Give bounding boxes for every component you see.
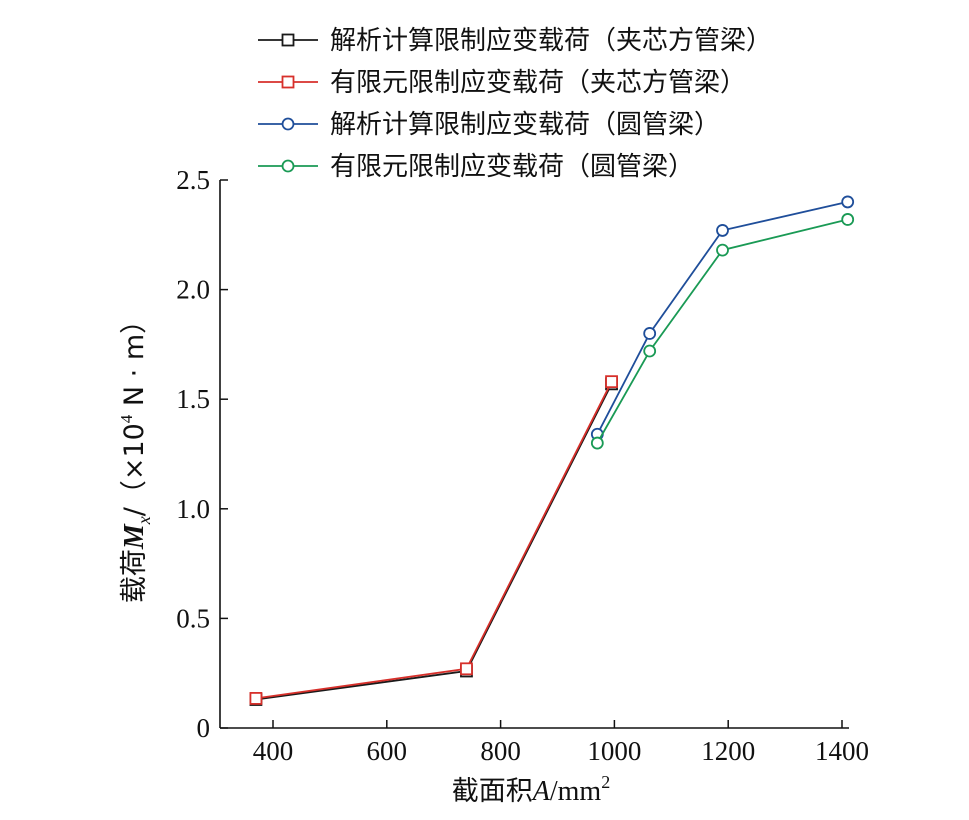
data-point	[605, 375, 618, 389]
y-tick-label: 0	[197, 713, 211, 743]
legend-marker	[281, 159, 295, 173]
legend-label: 有限元限制应变载荷（夹芯方管梁）	[330, 68, 746, 98]
x-ticks: 400 600 800 1000 1200 1400	[253, 720, 869, 766]
y-tick-label: 1.5	[176, 384, 210, 414]
data-point	[643, 327, 657, 340]
legend-label: 解析计算限制应变载荷（夹芯方管梁）	[330, 26, 772, 56]
x-tick-label: 1200	[701, 736, 755, 766]
x-tick-label: 800	[480, 736, 521, 766]
legend-marker	[281, 33, 295, 47]
data-point	[716, 224, 729, 237]
y-tick-label: 2.5	[176, 165, 210, 195]
series-2	[249, 375, 618, 705]
legend-item: 解析计算限制应变载荷（圆管梁）	[258, 110, 720, 140]
axes	[219, 180, 849, 729]
x-tick-label: 400	[253, 736, 294, 766]
series-line	[596, 218, 848, 444]
data-point	[249, 692, 263, 705]
series-4	[590, 213, 855, 450]
series-line	[255, 381, 613, 700]
y-ticks: 0 0.5 1.0 1.5 2.0 2.5	[176, 165, 228, 743]
series-layer	[249, 195, 855, 706]
data-point	[643, 344, 657, 358]
series-line	[596, 201, 848, 435]
legend: 解析计算限制应变载荷（夹芯方管梁） 有限元限制应变载荷（夹芯方管梁） 解析计算限制应…	[258, 26, 772, 182]
y-tick-label: 1.0	[176, 494, 210, 524]
legend-label: 解析计算限制应变载荷（圆管梁）	[330, 110, 720, 140]
y-tick-label: 2.0	[176, 275, 210, 305]
x-tick-label: 1000	[587, 736, 641, 766]
y-tick-label: 0.5	[176, 603, 210, 633]
data-point	[590, 436, 604, 450]
data-point	[841, 213, 855, 226]
legend-marker	[281, 117, 295, 131]
x-axis-title: 截面积A/mm2	[452, 772, 610, 807]
x-tick-label: 600	[367, 736, 408, 766]
legend-item: 有限元限制应变载荷（圆管梁）	[258, 152, 694, 182]
y-axis-title: 载荷Mx/（×104 N · m）	[117, 307, 154, 603]
legend-marker	[281, 75, 295, 89]
series-1	[249, 377, 618, 706]
legend-item: 解析计算限制应变载荷（夹芯方管梁）	[258, 26, 772, 56]
legend-item: 有限元限制应变载荷（夹芯方管梁）	[258, 68, 746, 98]
legend-label: 有限元限制应变载荷（圆管梁）	[330, 152, 694, 182]
x-tick-label: 1400	[815, 736, 869, 766]
data-point	[841, 195, 855, 209]
series-line	[255, 383, 613, 701]
series-3	[590, 195, 855, 441]
data-point	[716, 243, 729, 257]
data-point	[460, 662, 473, 676]
